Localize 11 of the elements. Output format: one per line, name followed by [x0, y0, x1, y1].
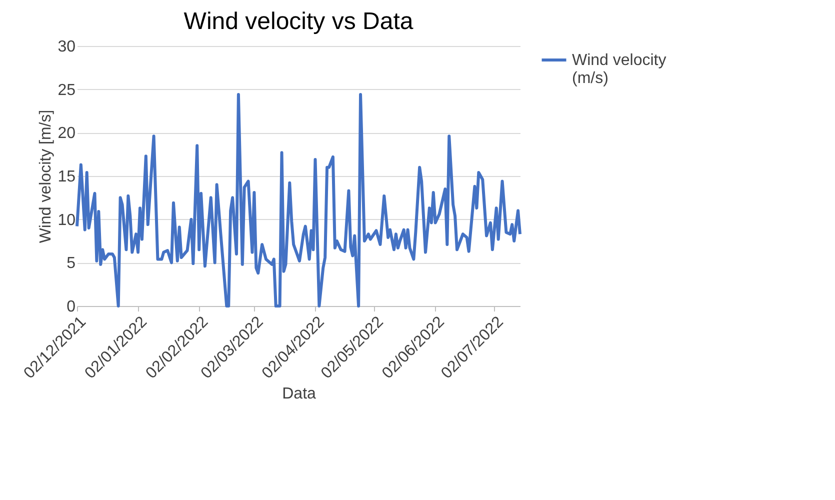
- y-axis-title: Wind velocity [m/s]: [38, 110, 55, 244]
- x-axis-title: Data: [282, 385, 316, 402]
- y-tick-label: 20: [58, 125, 76, 142]
- legend-label: Wind velocity (m/s): [572, 52, 666, 87]
- y-tick-label: 25: [58, 82, 76, 99]
- y-tick-label: 5: [66, 255, 76, 272]
- y-tick-label: 0: [66, 298, 76, 316]
- y-tick-label: 15: [58, 168, 76, 186]
- chart-title: Wind velocity vs Data: [184, 8, 414, 35]
- y-tick-label: 10: [58, 212, 76, 229]
- y-tick-label: 30: [58, 38, 76, 56]
